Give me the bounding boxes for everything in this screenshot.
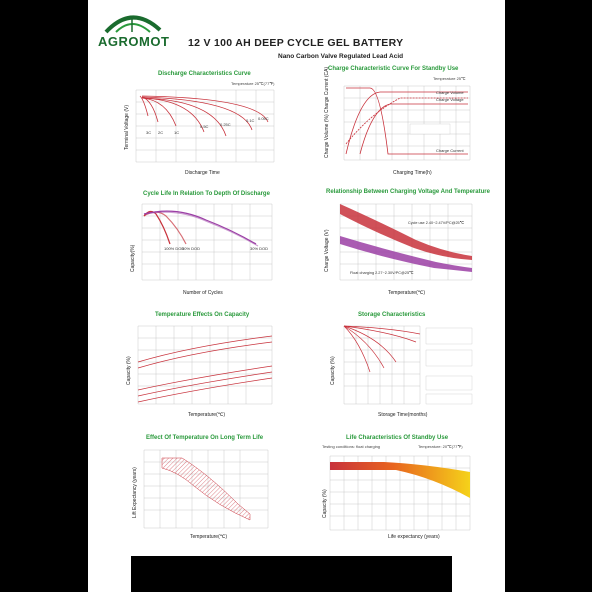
temp-capacity-title: Temperature Effects On Capacity: [155, 312, 250, 318]
cycle-life-chart: 100% DOD 50% DOD 30% DOD: [141, 203, 273, 281]
standby-note-right: Temperature: 20℃(77℉): [418, 444, 463, 449]
datasheet-page: AGROMOT 12 V 100 AH DEEP CYCLE GEL BATTE…: [88, 0, 505, 592]
discharge-note: Temperature 25℃(77℉): [231, 81, 275, 86]
cycle-label-30: 30% DOD: [250, 246, 268, 251]
charge-current-label: Charge Current: [436, 148, 464, 153]
discharge-chart-title: Discharge Characteristics Curve: [158, 71, 251, 77]
discharge-label-025c: 0.25C: [220, 122, 231, 127]
storage-title: Storage Characteristics: [358, 312, 426, 318]
standby-life-title: Life Characteristics Of Standby Use: [346, 435, 449, 441]
discharge-chart: 3C 2C 1C 0.5C 0.25C 0.1C 0.05C: [135, 89, 275, 163]
charging-voltage-chart: Cycle use 2.40~2.47V/PC@25℃ Float chargi…: [339, 203, 473, 281]
discharge-label-05c: 0.5C: [200, 124, 209, 129]
long-term-ylabel: Lift Expectancy (years): [132, 467, 138, 518]
charge-xlabel: Charging Time(h): [393, 170, 432, 176]
voltage-ylabel: Charge Voltage (V): [324, 229, 330, 272]
charge-voltage-label: Charge Voltage: [436, 97, 464, 102]
voltage-float-label: Float charging 2.27~2.30V/PC@25℃: [350, 271, 414, 275]
logo-swoosh-icon: [104, 15, 162, 34]
standby-note-left: Testing conditions: float charging: [322, 444, 381, 449]
charge-note: Temperature 25℃: [433, 76, 466, 81]
charge-standby-chart: Charge Volume Charge Voltage Charge Curr…: [343, 85, 471, 161]
standby-life-xlabel: Life expectancy (years): [388, 534, 440, 540]
charge-chart-title: Charge Characteristic Curve For Standby …: [328, 66, 459, 72]
cycle-ylabel: Capacity(%): [130, 244, 136, 272]
voltage-xlabel: Temperature(℃): [388, 290, 426, 296]
voltage-cycle-label: Cycle use 2.40~2.47V/PC@25℃: [408, 221, 465, 225]
storage-xlabel: Storage Time(months): [378, 412, 428, 418]
footer-bar: [131, 556, 452, 592]
discharge-label-3c: 3C: [146, 130, 151, 135]
discharge-label-2c: 2C: [158, 130, 163, 135]
logo-text: AGROMOT: [98, 34, 170, 49]
storage-chart: [343, 325, 473, 405]
discharge-label-005c: 0.05C: [258, 116, 269, 121]
discharge-label-01c: 0.1C: [246, 118, 255, 123]
page-title: 12 V 100 AH DEEP CYCLE GEL BATTERY: [188, 37, 404, 49]
discharge-label-1c: 1C: [174, 130, 179, 135]
charge-volume-label: Charge Volume: [436, 90, 464, 95]
agromot-logo: AGROMOT: [96, 10, 170, 62]
long-term-xlabel: Temperature(℃): [190, 534, 228, 540]
storage-ylabel: Capacity (%): [330, 356, 336, 385]
voltage-chart-title: Relationship Between Charging Voltage An…: [326, 189, 490, 195]
temp-capacity-xlabel: Temperature(℃): [188, 412, 226, 418]
cycle-label-100: 100% DOD: [164, 246, 184, 251]
temp-capacity-chart: [137, 325, 273, 405]
cycle-chart-title: Cycle Life In Relation To Depth Of Disch…: [143, 191, 270, 197]
charge-ylabel: Charge Volume (%) Charge Current (CA): [324, 66, 330, 158]
discharge-ylabel: Terminal Voltage (V): [124, 104, 130, 150]
cycle-label-50: 50% DOD: [182, 246, 200, 251]
standby-life-chart: [329, 455, 471, 531]
cycle-xlabel: Number of Cycles: [183, 290, 223, 296]
discharge-xlabel: Discharge Time: [185, 170, 220, 176]
page-subtitle: Nano Carbon Valve Regulated Lead Acid: [278, 53, 404, 60]
long-term-chart: [143, 449, 269, 529]
standby-life-ylabel: Capacity (%): [322, 489, 328, 518]
long-term-title: Effect Of Temperature On Long Term Life: [146, 435, 264, 441]
temp-capacity-ylabel: Capacity (%): [126, 356, 132, 385]
